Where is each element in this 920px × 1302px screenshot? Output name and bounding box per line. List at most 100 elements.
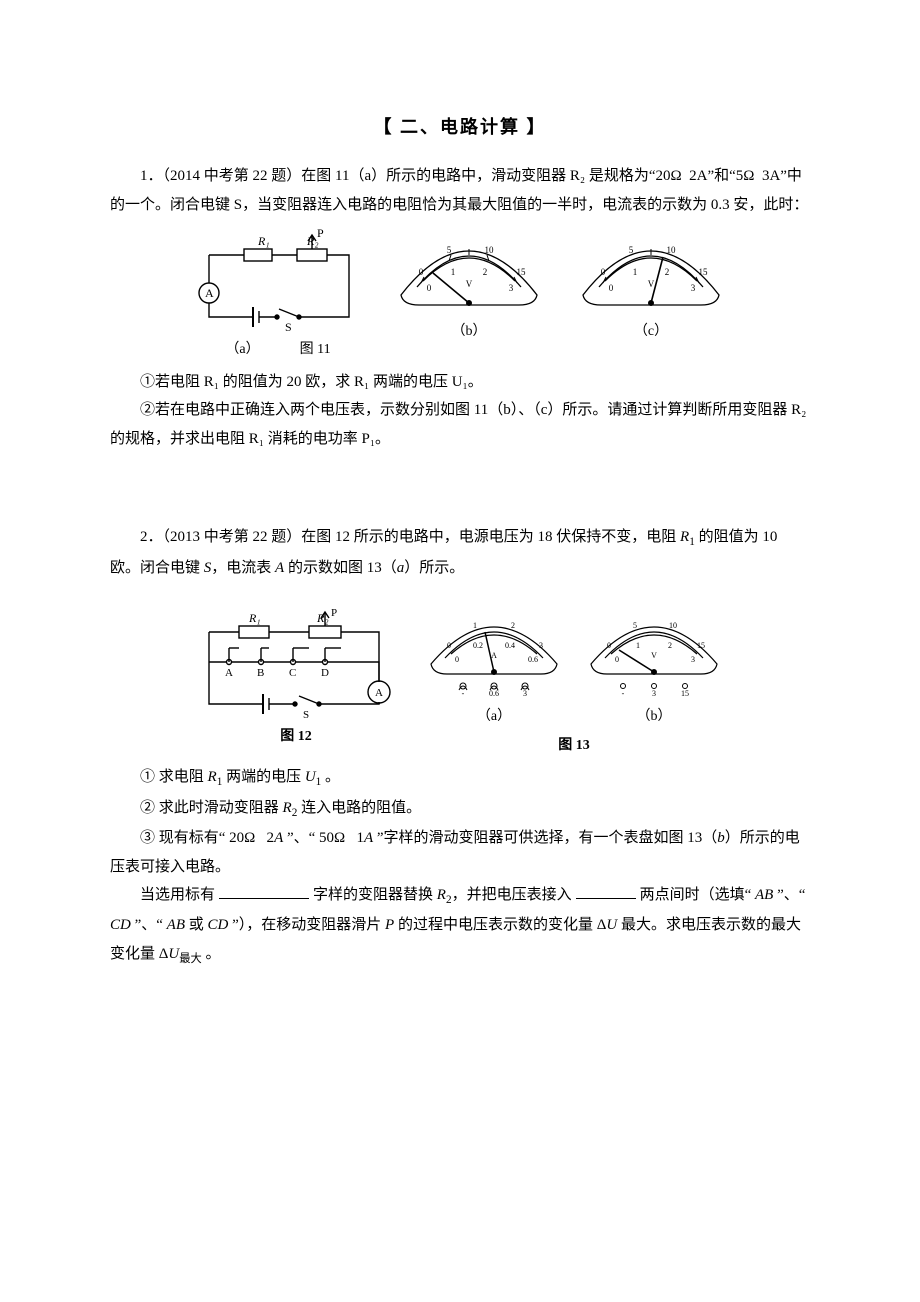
sym: CD — [208, 917, 229, 933]
label-s: S — [303, 709, 309, 721]
q2-sub3: ③ 现有标有“ 20Ω 2A ”、“ 50Ω 1A ”字样的滑动变阻器可供选择，… — [110, 824, 810, 881]
node-b: B — [257, 667, 264, 679]
label-r1: R₁ — [257, 234, 270, 248]
tick: 2 — [665, 267, 670, 277]
fig13b-label: （b） — [637, 704, 672, 731]
tick: 3 — [509, 283, 514, 293]
tick: 1 — [473, 621, 477, 630]
unit-v: V — [466, 279, 473, 289]
fig11a-label: （a） — [225, 337, 259, 364]
tick: 0 — [607, 641, 611, 650]
node-a: A — [225, 667, 233, 679]
label-ammeter: A — [375, 687, 383, 699]
fig11b-label: （b） — [452, 319, 487, 346]
tick: 1 — [636, 641, 640, 650]
label-r1: R₁ — [248, 611, 261, 625]
sel: 3 — [523, 689, 527, 698]
sel: 0.6 — [489, 689, 499, 698]
sym: A — [364, 830, 373, 846]
t: 或 — [185, 917, 208, 933]
t: ）所示。 — [404, 560, 464, 576]
q1-stem: 1．（2014 中考第 22 题）在图 11（a）所示的电路中，滑动变阻器 R₂… — [110, 162, 810, 219]
fig12-block: R₁ R₂ P A B C D A S 图 12 — [191, 604, 401, 751]
unit-v: V — [651, 651, 657, 660]
tick: 15 — [697, 641, 705, 650]
t: 的过程中电压表示数的变化量 Δ — [394, 917, 606, 933]
voltmeter-c: 0 5 10 15 0 1 2 3 V — [571, 225, 731, 317]
fig13-block: 0 1 2 3 0 0.2 0.4 0.6 A — [419, 604, 729, 759]
t: 2．（2013 中考第 22 题）在图 12 所示的电路中，电源电压为 18 伏… — [140, 529, 680, 545]
t: ③ 现有标有“ 20Ω 2 — [140, 830, 274, 846]
node-d: D — [321, 667, 329, 679]
fig13a-label: （a） — [477, 704, 511, 731]
t: ”），在移动变阻器滑片 — [228, 917, 385, 933]
unit-v: V — [648, 279, 655, 289]
tick: 15 — [517, 267, 527, 277]
tick: 1 — [451, 267, 456, 277]
q2-figures: R₁ R₂ P A B C D A S 图 12 — [110, 604, 810, 759]
t: ”、“ 50Ω 1 — [283, 830, 364, 846]
blank-2[interactable] — [576, 883, 636, 899]
q2-sub2: ② 求此时滑动变阻器 R2 连入电路的阻值。 — [110, 794, 810, 824]
label-p: P — [331, 607, 337, 619]
section-title: 【 二、电路计算 】 — [110, 110, 810, 144]
tick: 10 — [485, 245, 495, 255]
blank-1[interactable] — [219, 883, 309, 899]
tick: 0 — [455, 655, 459, 664]
tick: 0 — [601, 267, 606, 277]
t: 的示数如图 13（ — [284, 560, 397, 576]
q2-sub4: 当选用标有字样的变阻器替换 R2，并把电压表接入两点间时（选填“ AB ”、“ … — [110, 881, 810, 970]
sel: 15 — [681, 689, 689, 698]
sel: - — [622, 689, 625, 698]
label-p: P — [317, 226, 324, 240]
t: 两端的电压 — [222, 769, 305, 785]
sym: U — [168, 946, 179, 962]
sym: CD — [110, 917, 131, 933]
tick: 0 — [447, 641, 451, 650]
tick: 1 — [633, 267, 638, 277]
sym: P — [385, 917, 394, 933]
tick: 0.2 — [473, 641, 483, 650]
t: ② 求此时滑动变阻器 — [140, 800, 283, 816]
q2-stem: 2．（2013 中考第 22 题）在图 12 所示的电路中，电源电压为 18 伏… — [110, 523, 810, 582]
sym: A — [274, 830, 283, 846]
tick: 5 — [629, 245, 634, 255]
t: ，电流表 — [211, 560, 275, 576]
sym: R — [283, 800, 292, 816]
t: 。 — [202, 946, 221, 962]
t: ，并把电压表接入 — [452, 887, 572, 903]
tick: 3 — [691, 655, 695, 664]
tick: 10 — [667, 245, 677, 255]
fig11-caption: 图 11 — [300, 337, 331, 364]
q1-sub2: ②若在电路中正确连入两个电压表，示数分别如图 11（b）、（c）所示。请通过计算… — [110, 396, 810, 453]
tick: 3 — [691, 283, 696, 293]
fig11a-block: R₁ R₂ P A S （a） 图 11 — [189, 225, 367, 364]
q2-sub1: ① 求电阻 R1 两端的电压 U1 。 — [110, 763, 810, 793]
sym: b — [717, 830, 725, 846]
t: ”、“ — [131, 917, 167, 933]
voltmeter-13b: 0 5 10 15 0 1 2 3 V - — [579, 604, 729, 702]
sym: U — [305, 769, 316, 785]
label-ammeter: A — [205, 286, 214, 300]
ammeter-13a: 0 1 2 3 0 0.2 0.4 0.6 A — [419, 604, 569, 702]
sel: - — [462, 689, 465, 698]
label-r2: R₂ — [316, 611, 329, 625]
q1-figures: R₁ R₂ P A S （a） 图 11 — [110, 225, 810, 364]
t: ”、“ — [773, 887, 805, 903]
fig11b-block: 0 5 10 15 0 1 2 3 V （b） — [389, 225, 549, 346]
fig13-caption: 图 13 — [558, 733, 590, 760]
tick: 0 — [427, 283, 432, 293]
tick: 0.6 — [528, 655, 538, 664]
t: 两点间时（选填“ — [640, 887, 755, 903]
t: 连入电路的阻值。 — [297, 800, 421, 816]
fig12-caption: 图 12 — [280, 724, 312, 751]
tick: 5 — [633, 621, 637, 630]
tick: 15 — [699, 267, 709, 277]
fig11c-block: 0 5 10 15 0 1 2 3 V （c） — [571, 225, 731, 346]
sel: 3 — [652, 689, 656, 698]
sym-R: R — [680, 529, 689, 545]
tick: 3 — [539, 641, 543, 650]
tick: 0.4 — [505, 641, 515, 650]
sym: AB — [755, 887, 773, 903]
tick: 0 — [615, 655, 619, 664]
